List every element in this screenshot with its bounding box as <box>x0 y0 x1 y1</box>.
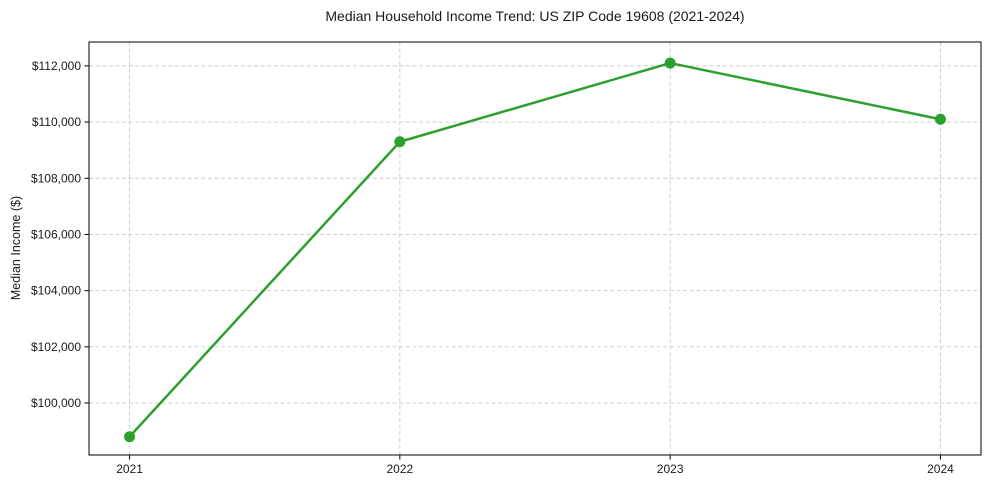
y-tick-label: $102,000 <box>31 340 81 354</box>
chart-title: Median Household Income Trend: US ZIP Co… <box>325 8 745 24</box>
income-trend-line <box>128 61 942 438</box>
data-point-2022 <box>394 136 406 148</box>
data-point-2024 <box>934 113 946 125</box>
x-tick-label: 2022 <box>386 462 413 476</box>
plot-border <box>88 41 982 456</box>
data-point-2023 <box>664 57 676 69</box>
y-tick-label: $106,000 <box>31 227 81 241</box>
y-tick-label: $104,000 <box>31 284 81 298</box>
x-tick-label: 2023 <box>657 462 684 476</box>
x-tick-label: 2024 <box>927 462 954 476</box>
y-tick-label: $112,000 <box>32 59 81 73</box>
y-tick-label: $100,000 <box>31 396 81 410</box>
data-point-2021 <box>124 431 136 443</box>
y-tick-label: $108,000 <box>31 171 81 185</box>
x-tick-label: 2021 <box>116 462 143 476</box>
y-tick-label: $110,000 <box>32 115 81 129</box>
